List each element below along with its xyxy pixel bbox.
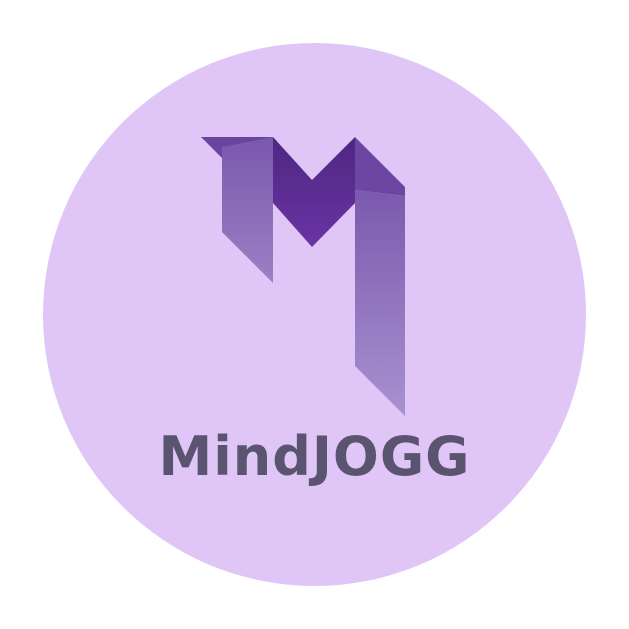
m-center-v [273, 137, 355, 247]
logo-badge-circle [43, 43, 586, 586]
brand-name: MindJOGG [158, 425, 471, 488]
m-left-stroke [222, 137, 273, 283]
m-right-stroke [355, 190, 405, 416]
m-right-bevel [355, 137, 405, 196]
